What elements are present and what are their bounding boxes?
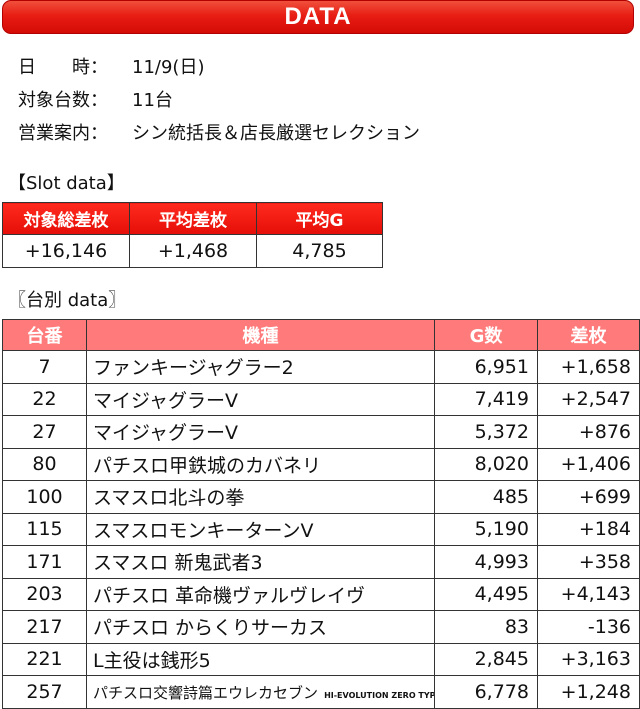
table-row: 27 マイジャグラーⅤ 5,372 +876: [2, 415, 640, 449]
unit-data-table: 台番 機種 G数 差枚 7 ファンキージャグラー2 6,951 +1,658 2…: [2, 319, 640, 709]
games-count: 5,372: [434, 415, 538, 449]
games-count: 6,951: [434, 350, 538, 384]
unit-number: 203: [2, 577, 87, 611]
table-row: 221 L主役は銭形5 2,845 +3,163: [2, 642, 640, 676]
games-count: 8,020: [434, 447, 538, 481]
machine-name: スマスロモンキーターンV: [86, 512, 435, 546]
guide-label: 営業案内：: [18, 123, 108, 144]
coin-diff: +4,143: [537, 577, 640, 611]
table-row: 217 パチスロ からくりサーカス 83 -136: [2, 610, 640, 644]
coin-diff: +1,248: [537, 675, 640, 709]
machine-name: スマスロ北斗の拳: [86, 480, 435, 514]
machine-name: スマスロ 新鬼武者3: [86, 545, 435, 579]
slot-value-row: +16,146 +1,468 4,785: [2, 234, 383, 268]
unit-number: 221: [2, 642, 87, 676]
machine-name: マイジャグラーⅤ: [86, 382, 435, 416]
unit-header-row: 台番 機種 G数 差枚: [2, 319, 640, 351]
slot-header-row: 対象総差枚 平均差枚 平均G: [2, 202, 383, 235]
avg-diff-header: 平均差枚: [129, 202, 257, 235]
date-label: 日 時：: [18, 57, 108, 78]
count-label: 対象台数：: [18, 90, 108, 111]
table-row: 203 パチスロ 革命機ヴァルヴレイヴ 4,495 +4,143: [2, 577, 640, 611]
table-row: 115 スマスロモンキーターンV 5,190 +184: [2, 512, 640, 546]
machine-name-suffix: HI-EVOLUTION ZERO TYPE-ART: [324, 690, 433, 700]
avg-diff-value: +1,468: [129, 234, 257, 268]
unit-number: 7: [2, 350, 87, 384]
slot-summary-table: 対象総差枚 平均差枚 平均G +16,146 +1,468 4,785: [2, 202, 383, 268]
games-count: 6,778: [434, 675, 538, 709]
games-count: 7,419: [434, 382, 538, 416]
table-row: 257 パチスロ交響詩篇エウレカセブン HI-EVOLUTION ZERO TY…: [2, 675, 640, 709]
machine-name: パチスロ交響詩篇エウレカセブン: [93, 683, 319, 702]
diff-header: 差枚: [537, 319, 640, 351]
table-row: 100 スマスロ北斗の拳 485 +699: [2, 480, 640, 514]
machine-name: パチスロ からくりサーカス: [86, 610, 435, 644]
machine-name: L主役は銭形5: [86, 642, 435, 676]
table-row: 22 マイジャグラーⅤ 7,419 +2,547: [2, 382, 640, 416]
coin-diff: +184: [537, 512, 640, 546]
coin-diff: +1,406: [537, 447, 640, 481]
date-value: 11/9(日): [132, 57, 205, 78]
games-count: 83: [434, 610, 538, 644]
machine-name: パチスロ甲鉄城のカバネリ: [86, 447, 435, 481]
machine-name-cell: パチスロ交響詩篇エウレカセブン HI-EVOLUTION ZERO TYPE-A…: [86, 675, 435, 709]
games-header: G数: [434, 319, 538, 351]
unit-number: 22: [2, 382, 87, 416]
coin-diff: +1,658: [537, 350, 640, 384]
unit-number-header: 台番: [2, 319, 87, 351]
coin-diff: +358: [537, 545, 640, 579]
games-count: 4,993: [434, 545, 538, 579]
unit-number: 27: [2, 415, 87, 449]
games-count: 485: [434, 480, 538, 514]
slot-data-heading: 【Slot data】: [8, 173, 125, 194]
count-value: 11台: [132, 90, 173, 111]
table-row: 171 スマスロ 新鬼武者3 4,993 +358: [2, 545, 640, 579]
machine-name: ファンキージャグラー2: [86, 350, 435, 384]
unit-number: 100: [2, 480, 87, 514]
guide-value: シン統括長＆店長厳選セレクション: [132, 123, 420, 144]
total-diff-header: 対象総差枚: [2, 202, 130, 235]
banner-title: DATA: [284, 3, 352, 30]
games-count: 2,845: [434, 642, 538, 676]
machine-name: パチスロ 革命機ヴァルヴレイヴ: [86, 577, 435, 611]
unit-number: 257: [2, 675, 87, 709]
avg-games-header: 平均G: [256, 202, 383, 235]
games-count: 5,190: [434, 512, 538, 546]
unit-data-heading: 〖台別 data〗: [8, 290, 127, 311]
coin-diff: +2,547: [537, 382, 640, 416]
table-row: 7 ファンキージャグラー2 6,951 +1,658: [2, 350, 640, 384]
machine-name: マイジャグラーⅤ: [86, 415, 435, 449]
unit-number: 217: [2, 610, 87, 644]
coin-diff: +699: [537, 480, 640, 514]
machine-header: 機種: [86, 319, 435, 351]
data-banner: DATA: [2, 0, 634, 34]
coin-diff: +3,163: [537, 642, 640, 676]
total-diff-value: +16,146: [2, 234, 130, 268]
games-count: 4,495: [434, 577, 538, 611]
coin-diff: +876: [537, 415, 640, 449]
coin-diff: -136: [537, 610, 640, 644]
unit-number: 115: [2, 512, 87, 546]
unit-number: 171: [2, 545, 87, 579]
table-row: 80 パチスロ甲鉄城のカバネリ 8,020 +1,406: [2, 447, 640, 481]
unit-number: 80: [2, 447, 87, 481]
avg-games-value: 4,785: [256, 234, 383, 268]
